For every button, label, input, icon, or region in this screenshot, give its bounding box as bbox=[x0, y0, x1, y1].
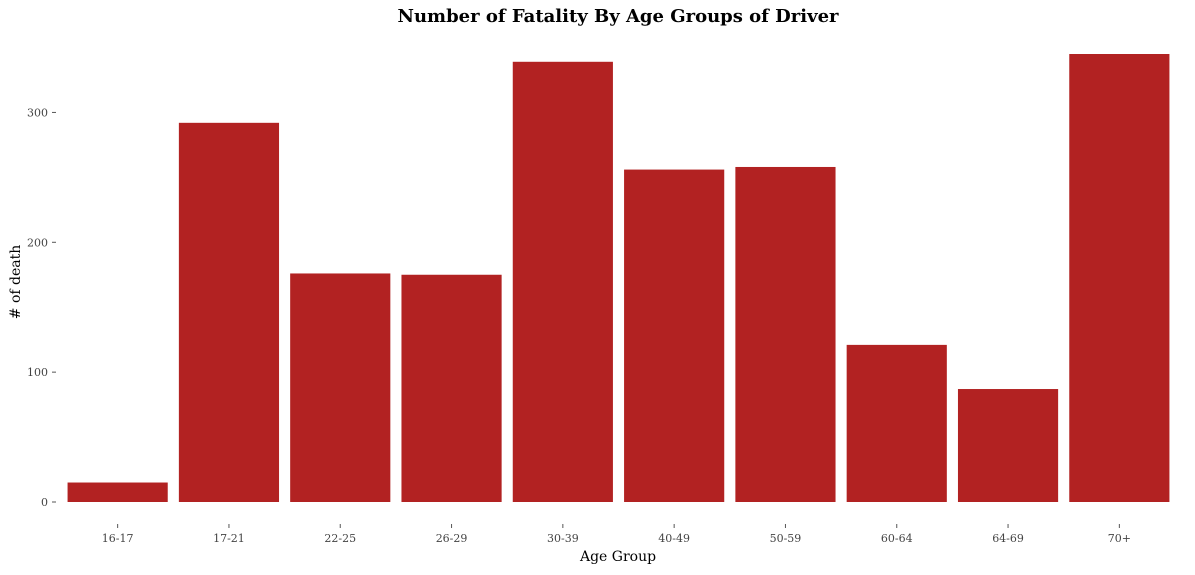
y-tick-label: 100 bbox=[27, 366, 48, 379]
chart-title: Number of Fatality By Age Groups of Driv… bbox=[397, 6, 839, 27]
bars-group bbox=[67, 54, 1170, 502]
y-axis-title: # of death bbox=[8, 245, 24, 319]
x-tick-label: 40-49 bbox=[658, 532, 690, 545]
y-tick-label: 0 bbox=[41, 496, 48, 509]
x-tick-label: 16-17 bbox=[102, 532, 134, 545]
bar-60-64 bbox=[846, 344, 947, 502]
x-tick-label: 30-39 bbox=[547, 532, 579, 545]
y-axis: 0 100 200 300 bbox=[27, 106, 56, 509]
x-tick-label: 50-59 bbox=[770, 532, 802, 545]
bar-64-69 bbox=[957, 389, 1059, 502]
bar-40-49 bbox=[624, 169, 725, 502]
x-tick-label: 26-29 bbox=[436, 532, 468, 545]
bar-17-21 bbox=[178, 122, 280, 502]
bar-30-39 bbox=[512, 61, 613, 502]
bar-22-25 bbox=[290, 273, 391, 502]
bar-16-17 bbox=[67, 482, 168, 502]
y-tick-label: 300 bbox=[27, 106, 48, 119]
x-tick-label: 64-69 bbox=[992, 532, 1024, 545]
x-tick-label: 70+ bbox=[1108, 532, 1131, 545]
bar-50-59 bbox=[735, 166, 836, 502]
x-tick-label: 60-64 bbox=[881, 532, 913, 545]
bar-70+ bbox=[1069, 54, 1170, 502]
x-tick-label: 22-25 bbox=[324, 532, 356, 545]
y-tick-label: 200 bbox=[27, 236, 48, 249]
x-tick-label: 17-21 bbox=[213, 532, 245, 545]
bar-26-29 bbox=[401, 274, 502, 502]
x-axis-title: Age Group bbox=[579, 549, 656, 565]
x-axis: 16-17 17-21 22-25 26-29 30-39 40-49 50-59 60-64… bbox=[102, 524, 1131, 545]
